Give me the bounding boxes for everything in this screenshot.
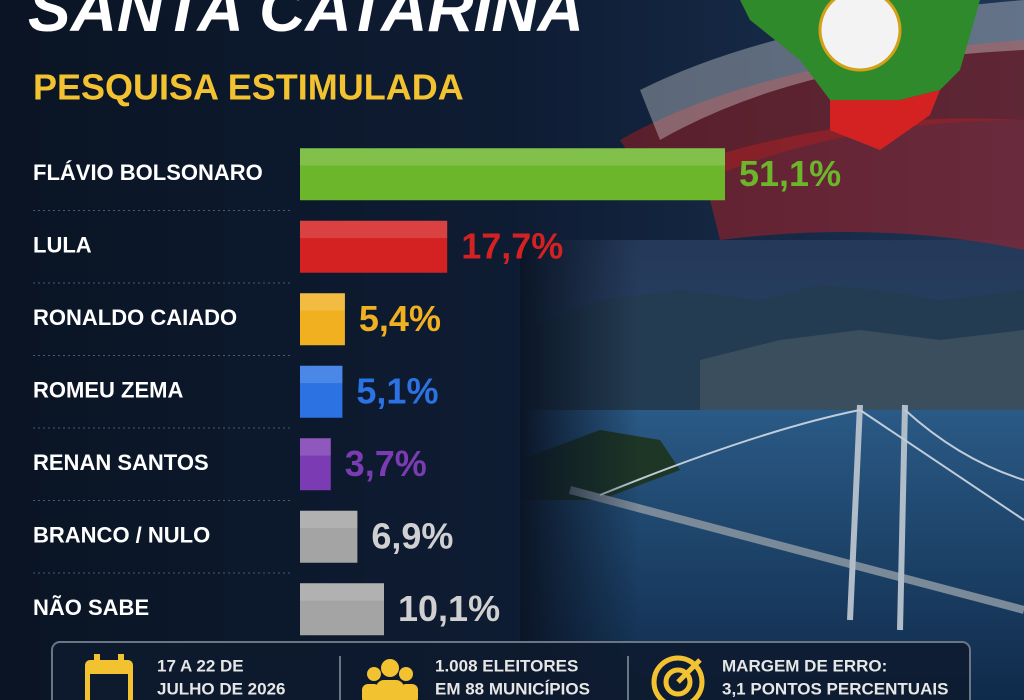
category-label: RONALDO CAIADO	[33, 305, 237, 330]
bar-shine	[300, 438, 331, 456]
footer-text: 17 A 22 DE	[157, 656, 244, 675]
category-label: NÃO SABE	[33, 595, 149, 620]
footer-box	[51, 641, 971, 700]
bar-shine	[300, 510, 358, 529]
value-label: 5,4%	[359, 298, 441, 339]
value-label: 3,7%	[345, 443, 427, 484]
value-label: 17,7%	[461, 225, 563, 266]
chart-title: SANTA CATARINA	[28, 0, 584, 45]
people-icon	[362, 659, 418, 700]
bar	[300, 148, 725, 201]
bar-shine	[300, 220, 448, 239]
bar	[300, 293, 345, 346]
category-label: FLÁVIO BOLSONARO	[33, 160, 263, 185]
value-label: 6,9%	[371, 515, 453, 556]
calendar-icon	[85, 654, 133, 700]
value-label: 5,1%	[356, 370, 438, 411]
category-label: LULA	[33, 233, 92, 258]
bar	[300, 220, 448, 273]
bar-shine	[300, 148, 725, 166]
footer-text: 3,1 PONTOS PERCENTUAIS	[722, 679, 948, 698]
category-label: ROMEU ZEMA	[33, 378, 183, 403]
bar	[300, 365, 343, 418]
value-label: 51,1%	[739, 153, 841, 194]
footer-text: EM 88 MUNICÍPIOS	[435, 679, 590, 698]
footer-text: 1.008 ELEITORES	[435, 656, 578, 675]
bar-shine	[300, 293, 345, 311]
category-label: RENAN SANTOS	[33, 450, 209, 475]
footer-text: JULHO DE 2026	[157, 679, 286, 698]
target-icon	[651, 655, 705, 700]
value-label: 10,1%	[398, 588, 500, 629]
bar	[300, 583, 385, 636]
category-label: BRANCO / NULO	[33, 523, 210, 548]
bar-shine	[300, 365, 343, 384]
footer-text: MARGEM DE ERRO:	[722, 656, 887, 675]
bar	[300, 510, 358, 563]
bar-shine	[300, 583, 385, 601]
bar	[300, 438, 331, 491]
chart-subtitle: PESQUISA ESTIMULADA	[33, 67, 464, 108]
